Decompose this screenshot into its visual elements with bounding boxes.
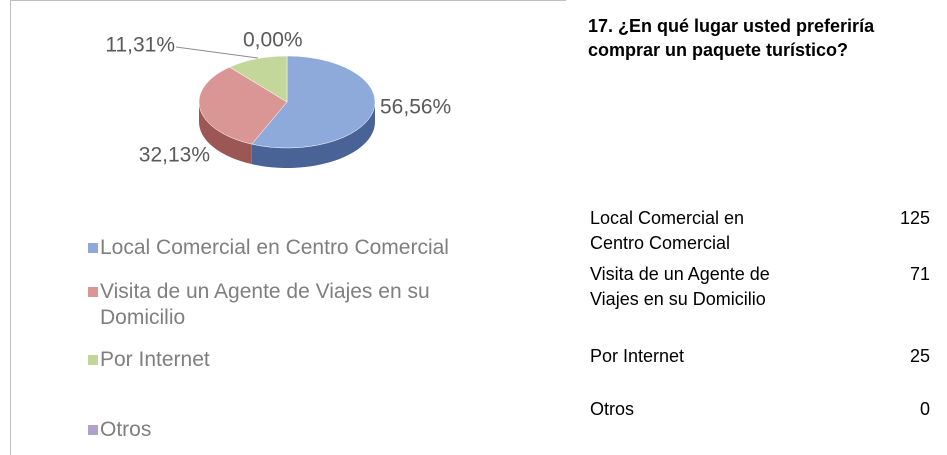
table-row: Por Internet 25	[590, 344, 940, 369]
slice	[198, 66, 288, 145]
legend-label: Por Internet	[100, 348, 210, 371]
row-label: Por Internet	[590, 346, 685, 366]
table-row: Local Comercial en Centro Comercial 125	[590, 206, 940, 256]
table-row: Visita de un Agente de Viajes en su Domi…	[590, 262, 940, 312]
legend-swatch	[88, 287, 98, 297]
data-label: 56,56%	[380, 96, 451, 119]
table-row: Otros 0	[590, 397, 940, 422]
slice-side	[251, 102, 375, 169]
legend-swatch	[88, 355, 98, 365]
data-label: 0,00%	[243, 29, 303, 52]
row-label: Otros	[590, 399, 635, 419]
row-value: 0	[919, 399, 930, 419]
chart: 56,56% 32,13% 11,31% 0,00%	[105, 29, 451, 169]
row-label: Local Comercial en Centro Comercial	[590, 208, 745, 253]
leader-line	[175, 46, 259, 59]
data-label: 11,31%	[105, 34, 175, 57]
row-label: Visita de un Agente de Viajes en su Domi…	[590, 264, 770, 309]
legend-label: Otros	[100, 418, 152, 441]
question-title: 17. ¿En qué lugar usted preferiría compr…	[588, 16, 875, 60]
data-label: 32,13%	[139, 144, 210, 167]
row-value: 25	[909, 346, 930, 366]
legend-swatch	[88, 243, 98, 253]
slice	[229, 55, 288, 103]
legend-item: Otros	[88, 417, 520, 443]
legend-item: Local Comercial en Centro Comercial	[88, 235, 520, 261]
row-value: 71	[909, 264, 930, 284]
chart-area	[10, 0, 566, 455]
slice-side	[199, 102, 252, 165]
legend-label: Visita de un Agente de Viajes en su Domi…	[100, 280, 430, 329]
legend-item: Por Internet	[88, 347, 520, 373]
legend-swatch	[88, 425, 98, 435]
legend-label: Local Comercial en Centro Comercial	[100, 236, 449, 259]
slice	[251, 55, 376, 149]
row-value: 125	[899, 208, 930, 228]
legend-item: Visita de un Agente de Viajes en su Domi…	[88, 279, 520, 331]
